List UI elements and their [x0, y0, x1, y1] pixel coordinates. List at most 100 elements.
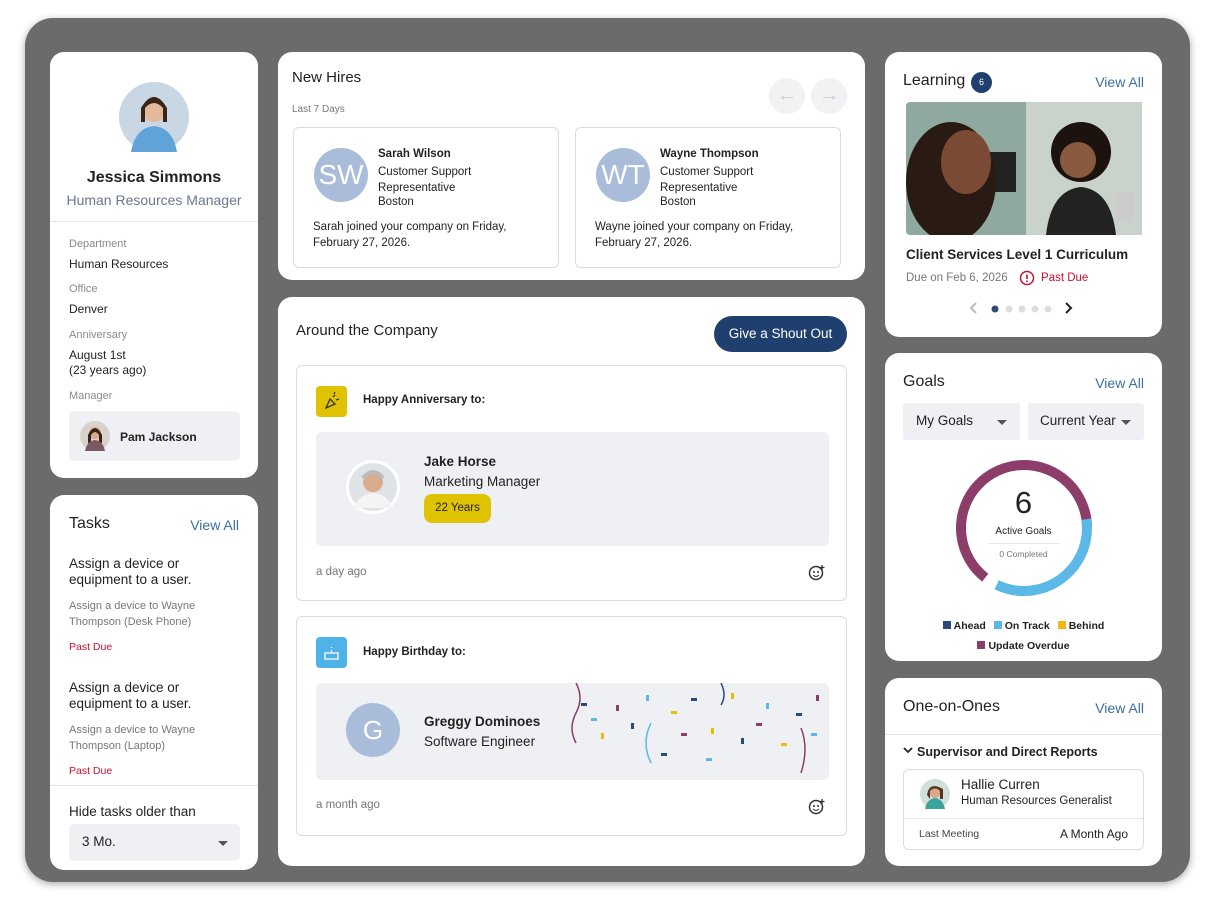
tasks-card: Tasks View All Assign a device or equipm…	[50, 495, 258, 870]
active-count: 6	[1014, 485, 1033, 520]
chevron[interactable]	[903, 747, 913, 755]
hire-initials: WT	[596, 148, 650, 202]
around-card: Around the Company Give a Shout Out Happ…	[278, 297, 865, 866]
legend-swatch	[942, 621, 951, 629]
card-title: Tasks	[69, 515, 110, 532]
hire-note: Wayne joined your company on Friday, Feb…	[595, 221, 794, 249]
card-title: New Hires	[292, 69, 362, 86]
shout-out-button[interactable]: Give a Shout Out	[714, 316, 847, 352]
post-body: Jake Horse Marketing Manager 22 Years	[316, 432, 829, 546]
profile-title: Human Resources Manager	[66, 192, 242, 208]
pager[interactable]	[969, 300, 1079, 316]
post-body: G Greggy Dominoes Software Engineer	[316, 683, 829, 780]
legend-swatch	[1057, 621, 1066, 629]
post: Happy Birthday to: G Greggy Dominoes Sof…	[296, 616, 847, 836]
hire-role: Customer Support Representative	[660, 166, 754, 194]
view-all-link[interactable]: View All	[1095, 375, 1144, 391]
post-icon	[316, 386, 347, 417]
caret	[1121, 420, 1131, 425]
prev-button[interactable]: ←	[769, 78, 805, 114]
manager-box[interactable]: Pam Jackson	[69, 411, 240, 461]
hire-note: Sarah joined your company on Friday, Feb…	[313, 221, 507, 249]
person-card[interactable]: Hallie Curren Human Resources Generalist…	[903, 769, 1144, 850]
post-heading: Happy Birthday to:	[363, 646, 466, 658]
hire-card[interactable]: WT Wayne Thompson Customer Support Repre…	[575, 127, 841, 268]
view-all-link[interactable]: View All	[1095, 700, 1144, 716]
goals-card: Goals View All My Goals Current Year 6 A…	[885, 353, 1162, 661]
hire-initials: SW	[314, 148, 368, 202]
view-all-link[interactable]: View All	[1095, 74, 1144, 90]
legend-label: Behind	[1068, 620, 1105, 632]
completed: 0 Completed	[999, 549, 1048, 559]
field-value: Denver	[69, 302, 108, 316]
field-value: Human Resources	[69, 257, 169, 271]
alert-icon	[1019, 270, 1035, 286]
manager-name: Pam Jackson	[120, 430, 197, 444]
legend-swatch	[977, 641, 986, 649]
task-title[interactable]: Assign a device or equipment to a user.	[69, 680, 192, 711]
card-title: Goals	[903, 373, 945, 390]
legend-item: On Track	[993, 620, 1050, 632]
person-role: Human Resources Generalist	[961, 795, 1112, 807]
task-detail: Assign a device to Wayne Thompson (Desk …	[69, 600, 196, 628]
hire-card[interactable]: SW Sarah Wilson Customer Support Represe…	[293, 127, 559, 268]
legend-item: Behind	[1057, 620, 1105, 632]
field-label: Office	[69, 283, 98, 295]
person-initials: G	[346, 703, 400, 757]
divider	[885, 734, 1162, 735]
group-title[interactable]: Supervisor and Direct Reports	[917, 745, 1098, 759]
card-title: Learning	[903, 72, 966, 89]
field-label: Manager	[69, 390, 113, 402]
divider	[989, 543, 1059, 544]
view-all-link[interactable]: View All	[190, 517, 239, 533]
person-name: Greggy Dominoes	[424, 714, 541, 729]
caret	[997, 420, 1007, 425]
field-label: Department	[69, 238, 127, 250]
goals-donut	[956, 460, 1092, 596]
due-date: Due on Feb 6, 2026	[906, 272, 1008, 284]
goal-filter[interactable]: My Goals	[903, 403, 1020, 440]
legend-item: Update Overdue	[977, 640, 1070, 652]
goal-filter[interactable]: Current Year	[1028, 403, 1144, 440]
field-label: Anniversary	[69, 329, 128, 341]
react-button[interactable]	[808, 563, 826, 581]
legend: Ahead On Track Behind Update Overdue	[885, 616, 1162, 656]
person-avatar	[920, 779, 950, 809]
task-title[interactable]: Assign a device or equipment to a user.	[69, 556, 192, 587]
legend-label: Update Overdue	[988, 640, 1070, 652]
divider	[904, 818, 1143, 819]
post-time: a day ago	[316, 566, 367, 578]
next-button[interactable]: →	[811, 78, 847, 114]
divider	[50, 221, 258, 222]
post-heading: Happy Anniversary to:	[363, 394, 486, 406]
years-badge: 22 Years	[424, 494, 491, 523]
profile-name: Jessica Simmons	[86, 169, 222, 186]
hire-location: Boston	[660, 196, 696, 208]
course-status: Past Due	[1041, 272, 1089, 284]
filter-value: Current Year	[1040, 413, 1116, 428]
filter-select[interactable]: 3 Mo.	[69, 824, 240, 861]
course-title[interactable]: Client Services Level 1 Curriculum	[906, 247, 1129, 262]
hire-name: Sarah Wilson	[378, 148, 451, 160]
meeting-value: A Month Ago	[1059, 827, 1128, 841]
react-button[interactable]	[808, 797, 826, 815]
course-image[interactable]	[906, 102, 1142, 235]
post-icon	[316, 637, 347, 668]
post: Happy Anniversary to: Jake Horse Marketi…	[296, 365, 847, 601]
profile-card: Jessica Simmons Human Resources Manager …	[50, 52, 258, 478]
manager-avatar	[80, 421, 110, 451]
legend-item: Ahead	[942, 620, 986, 632]
legend-swatch	[993, 621, 1002, 629]
field-value: August 1st	[69, 348, 126, 362]
filter-value: 3 Mo.	[82, 834, 116, 849]
hire-role: Customer Support Representative	[378, 166, 472, 194]
filter-label: Hide tasks older than	[69, 804, 196, 819]
hire-location: Boston	[378, 196, 414, 208]
person-role: Marketing Manager	[424, 474, 541, 489]
person-avatar	[346, 460, 400, 514]
meeting-label: Last Meeting	[919, 828, 980, 840]
count-badge: 6	[971, 72, 992, 93]
task-detail: Assign a device to Wayne Thompson (Lapto…	[69, 724, 196, 752]
post-time: a month ago	[316, 799, 380, 811]
new-hires-card: New Hires Last 7 Days ← → SW Sarah Wilso…	[278, 52, 865, 280]
